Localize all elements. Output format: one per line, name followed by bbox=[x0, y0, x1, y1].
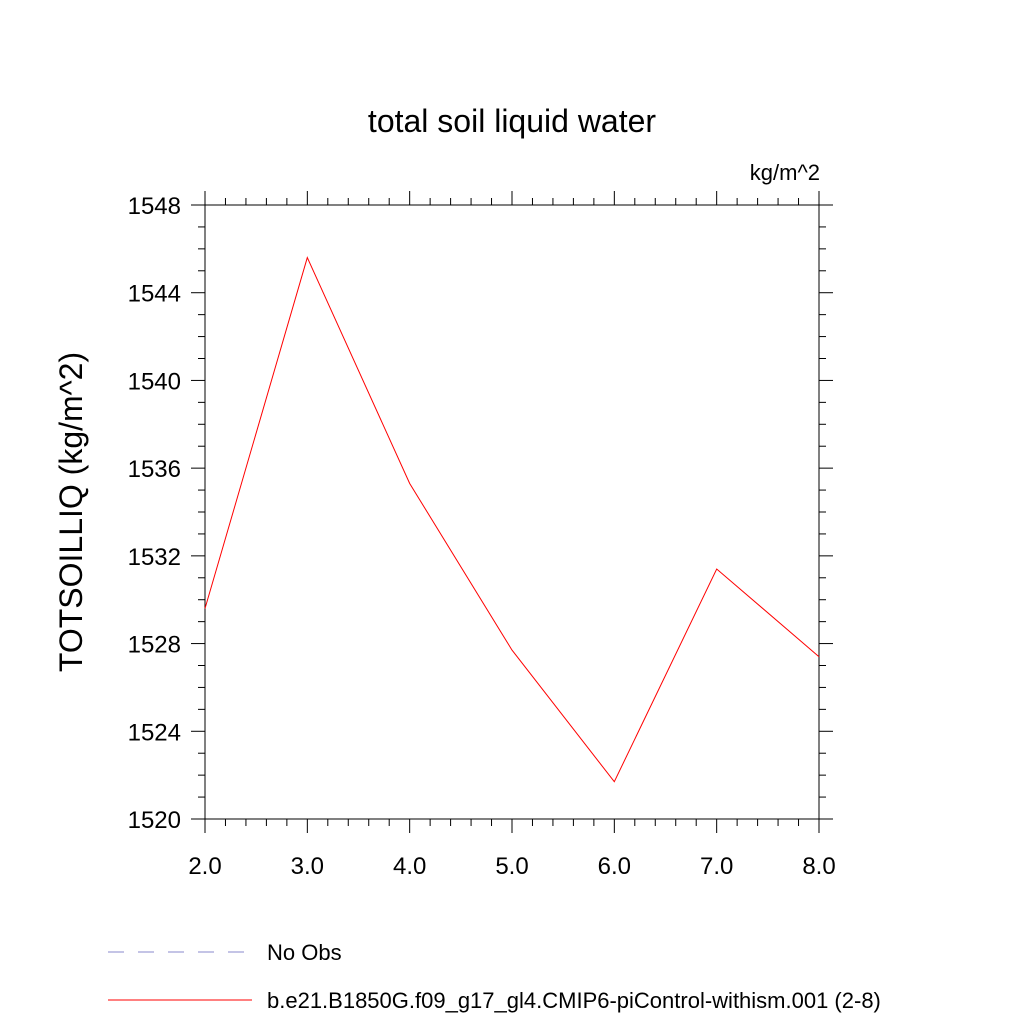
y-tick-label: 1548 bbox=[128, 193, 181, 220]
plot-frame bbox=[204, 204, 820, 820]
units-label: kg/m^2 bbox=[750, 160, 820, 185]
x-tick-label: 4.0 bbox=[393, 853, 426, 880]
x-tick-label: 5.0 bbox=[495, 853, 528, 880]
legend: No Obs b.e21.B1850G.f09_g17_gl4.CMIP6-piC… bbox=[108, 940, 881, 1013]
y-tick-label: 1524 bbox=[128, 719, 181, 746]
y-tick-label: 1536 bbox=[128, 456, 181, 483]
x-tick-label: 7.0 bbox=[700, 853, 733, 880]
x-tick-label: 3.0 bbox=[291, 853, 324, 880]
y-tick-label: 1544 bbox=[128, 281, 181, 308]
y-axis-label: TOTSOILLIQ (kg/m^2) bbox=[53, 352, 89, 672]
y-tick-label: 1540 bbox=[128, 368, 181, 395]
x-tick-label: 6.0 bbox=[598, 853, 631, 880]
x-tick-label: 2.0 bbox=[188, 853, 221, 880]
legend-label: b.e21.B1850G.f09_g17_gl4.CMIP6-piControl… bbox=[267, 988, 881, 1013]
y-axis-ticks: 1520 1524 1528 1532 1536 1540 1544 1548 bbox=[128, 193, 833, 834]
x-tick-label: 8.0 bbox=[802, 853, 835, 880]
legend-label: No Obs bbox=[267, 940, 342, 965]
series-layer bbox=[204, 256, 820, 783]
y-tick-label: 1528 bbox=[128, 632, 181, 659]
chart-title: total soil liquid water bbox=[368, 103, 656, 139]
y-tick-label: 1520 bbox=[128, 807, 181, 834]
series-line bbox=[204, 256, 820, 783]
y-tick-label: 1532 bbox=[128, 544, 181, 571]
x-axis-ticks: 2.0 3.0 4.0 5.0 6.0 7.0 8.0 bbox=[188, 191, 836, 880]
